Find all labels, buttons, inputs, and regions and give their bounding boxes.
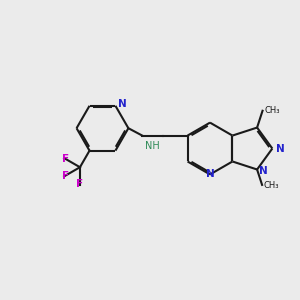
Text: F: F [61,154,69,164]
Text: N: N [276,143,285,154]
Text: NH: NH [146,142,160,152]
Text: N: N [206,169,214,179]
Text: N: N [259,166,267,176]
Text: CH₃: CH₃ [264,106,280,115]
Text: CH₃: CH₃ [264,181,279,190]
Text: N: N [118,99,127,109]
Text: F: F [61,171,69,181]
Text: F: F [76,179,83,189]
